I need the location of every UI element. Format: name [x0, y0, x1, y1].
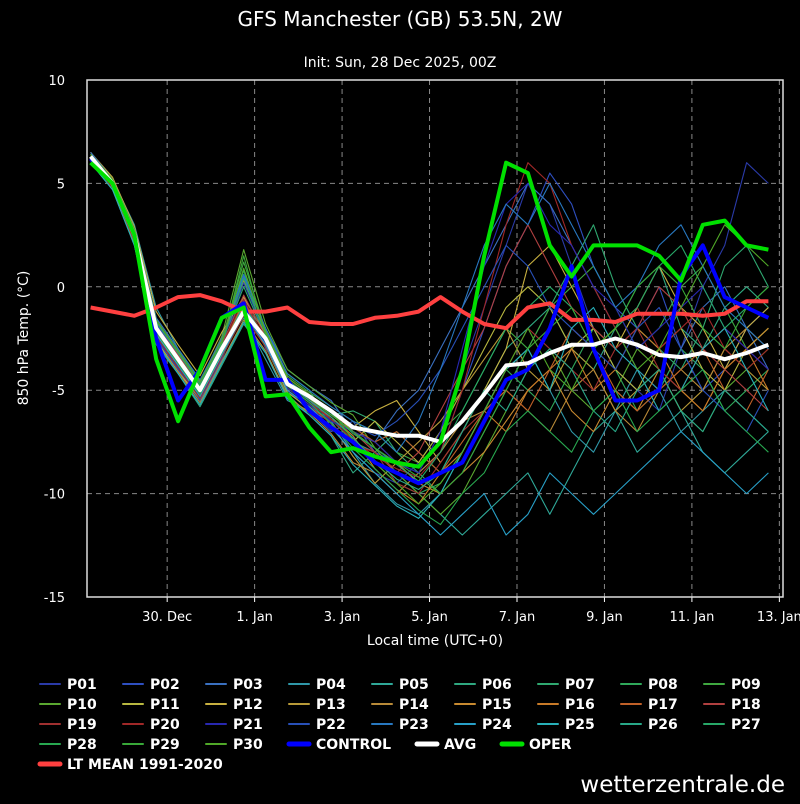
legend-label: P21: [233, 717, 263, 733]
legend-label: P06: [482, 677, 512, 693]
y-tick-label: 0: [57, 281, 65, 296]
legend-label: P20: [150, 717, 180, 733]
legend-label: P22: [316, 717, 346, 733]
legend-label: P02: [150, 677, 180, 693]
x-tick-label: 13. Jan: [757, 610, 800, 625]
x-tick-label: 30. Dec: [142, 610, 192, 625]
legend-label: P08: [648, 677, 678, 693]
x-tick-label: 7. Jan: [499, 610, 536, 625]
watermark: wetterzentrale.de: [580, 772, 785, 798]
legend-label: P01: [67, 677, 97, 693]
legend-label: CONTROL: [316, 737, 391, 753]
legend-label: P15: [482, 697, 512, 713]
x-tick-label: 5. Jan: [411, 610, 448, 625]
legend-label: LT MEAN 1991-2020: [67, 757, 223, 773]
y-tick-label: 10: [48, 74, 65, 89]
y-tick-label: -15: [44, 591, 65, 606]
plot-frame: [86, 79, 784, 598]
series-line-p25: [90, 162, 769, 519]
legend-label: AVG: [444, 737, 476, 753]
y-axis-label: 850 hPa Temp. (°C): [16, 271, 32, 406]
legend-label: P29: [150, 737, 180, 753]
legend-label: P04: [316, 677, 346, 693]
legend-label: P14: [399, 697, 429, 713]
legend-label: P30: [233, 737, 263, 753]
legend-label: OPER: [529, 737, 572, 753]
series-lines: [89, 152, 770, 536]
series-group: [89, 152, 770, 536]
gridlines: [87, 80, 783, 597]
legend-label: P17: [648, 697, 678, 713]
axes: 10 5 0 -5 -10 -15 30. Dec 1. Jan 3. Jan 5. Jan 7. …: [44, 74, 800, 625]
series-line-p24: [90, 158, 769, 536]
y-tick-label: -5: [52, 384, 65, 399]
series-line-p27: [90, 154, 769, 482]
chart-title: GFS Manchester (GB) 53.5N, 2W: [238, 7, 563, 31]
series-line-lt-mean-1991-2020: [90, 293, 769, 331]
series-line-oper: [89, 160, 769, 469]
legend-label: P07: [565, 677, 595, 693]
legend-label: P19: [67, 717, 97, 733]
legend-label: P12: [233, 697, 263, 713]
legend-label: P18: [731, 697, 761, 713]
legend-label: P26: [648, 717, 678, 733]
x-tick-label: 9. Jan: [586, 610, 623, 625]
series-line-avg: [89, 155, 770, 444]
legend-label: P16: [565, 697, 595, 713]
x-tick-label: 3. Jan: [324, 610, 361, 625]
legend-label: P05: [399, 677, 429, 693]
legend-label: P28: [67, 737, 97, 753]
legend: P01 P02 P03 P04 P05 P06 P07 P08 P09 P10 P11 P12 P13 P…: [37, 677, 761, 773]
legend-label: P25: [565, 717, 595, 733]
legend-label: P24: [482, 717, 512, 733]
chart-subtitle: Init: Sun, 28 Dec 2025, 00Z: [304, 55, 497, 71]
x-tick-label: 1. Jan: [236, 610, 273, 625]
y-tick-label: -10: [44, 488, 65, 503]
x-tick-label: 11. Jan: [669, 610, 714, 625]
legend-label: P03: [233, 677, 263, 693]
legend-label: P11: [150, 697, 180, 713]
legend-label: P13: [316, 697, 346, 713]
legend-label: P09: [731, 677, 761, 693]
x-axis-label: Local time (UTC+0): [367, 633, 503, 649]
legend-label: P27: [731, 717, 761, 733]
legend-label: P23: [399, 717, 429, 733]
legend-label: P10: [67, 697, 97, 713]
y-tick-label: 5: [57, 177, 65, 192]
